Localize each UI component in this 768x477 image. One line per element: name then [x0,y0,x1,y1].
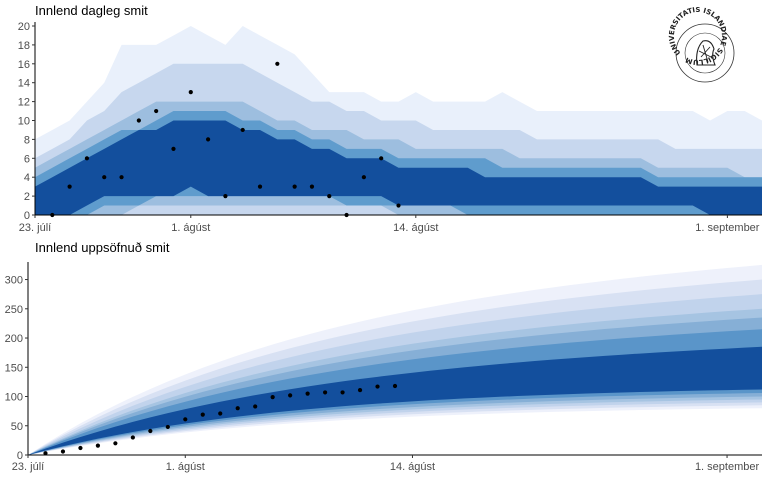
daily-data-point [396,203,401,208]
daily-y-tick-label: 18 [18,40,30,52]
cumulative-data-point [270,395,275,400]
daily-x-tick-label: 1. ágúst [171,222,210,234]
daily-x-tick-label: 1. september [695,222,760,234]
university-seal-logo: UNIVERSITATIS ISLANDIAE SIGILLUM [668,6,735,83]
daily-data-point [188,90,193,95]
cumulative-data-point [148,428,153,434]
cumulative-data-point [200,412,205,417]
daily-y-tick-label: 2 [24,191,30,203]
daily-data-point [50,212,55,218]
daily-data-point [223,194,228,199]
daily-data-point [257,184,263,189]
cumulative-y-tick-label: 0 [17,450,23,462]
cumulative-data-point [340,390,345,395]
cumulative-data-point [165,424,170,430]
daily-data-point [67,184,72,189]
daily-data-point [84,156,90,161]
chart-title-cumulative: Innlend uppsöfnuð smit [35,240,170,255]
cumulative-y-tick-label: 100 [5,392,23,404]
cumulative-y-tick-label: 300 [5,275,23,287]
cumulative-data-point [60,449,66,454]
cumulative-data-point [392,383,398,389]
cumulative-data-point [43,451,48,456]
daily-y-tick-label: 20 [18,21,30,33]
cumulative-x-tick-label: 23. júlí [12,461,44,473]
cumulative-y-tick-label: 50 [11,421,23,433]
daily-axes: 0 2 4 6 8 10 12 14 16 18 20 23. júlí 1. ágúst 14. ágú… [18,21,762,234]
daily-data-point [275,61,280,66]
daily-y-tick-label: 8 [24,134,30,146]
seal-figure-icon [696,40,716,66]
daily-data-point [102,175,107,180]
daily-y-tick-label: 12 [18,97,30,109]
seal-inner-ring [684,32,726,74]
daily-data-point [205,137,211,142]
daily-data-point [361,175,366,180]
daily-y-tick-label: 14 [18,78,30,90]
daily-points [50,61,401,218]
daily-data-point [171,146,176,151]
seal-detail-icon [698,44,712,63]
cumulative-band-50pct [28,346,762,455]
cumulative-data-point [375,384,380,389]
chart-title-daily: Innlend dagleg smit [35,3,148,18]
cumulative-data-point [218,411,223,416]
daily-data-point [240,127,245,133]
cumulative-points [43,383,398,456]
cumulative-data-point [235,406,240,411]
daily-y-tick-label: 6 [24,153,30,165]
daily-band-50pct [35,120,762,215]
daily-y-tick-label: 16 [18,59,30,71]
daily-data-point [136,118,141,123]
cumulative-axes: 0 50 100 150 200 250 300 23. júlí 1. ágúst 14. ág… [5,262,762,473]
daily-data-point [379,156,384,161]
cumulative-x-tick-label: 14. ágúst [390,461,435,473]
cumulative-band-group [28,264,762,455]
daily-data-point [154,108,159,114]
cumulative-data-point [288,393,293,398]
cumulative-data-point [95,443,101,448]
cumulative-x-tick-label: 1. september [695,461,760,473]
cumulative-data-point [357,387,363,393]
daily-data-point [119,175,124,180]
daily-y-tick-label: 4 [24,172,30,184]
daily-data-point [309,184,315,189]
daily-x-tick-label: 23. júlí [19,222,51,234]
daily-data-point [344,212,349,218]
cumulative-data-point [130,435,135,440]
cumulative-x-tick-label: 1. ágúst [166,461,205,473]
daily-data-point [292,184,297,189]
cumulative-y-tick-label: 150 [5,362,23,374]
daily-data-point [327,194,332,199]
cumulative-y-tick-label: 250 [5,304,23,316]
daily-y-tick-label: 10 [18,116,30,128]
daily-x-tick-label: 14. ágúst [393,222,438,234]
cumulative-data-point [322,390,328,395]
cumulative-y-tick-label: 200 [5,333,23,345]
cumulative-data-point [253,404,258,409]
cumulative-data-point [305,391,310,396]
cumulative-data-point [183,417,188,422]
cumulative-data-point [113,441,118,446]
daily-y-tick-label: 0 [24,210,30,222]
cumulative-data-point [78,445,83,451]
daily-band-group [35,26,762,215]
